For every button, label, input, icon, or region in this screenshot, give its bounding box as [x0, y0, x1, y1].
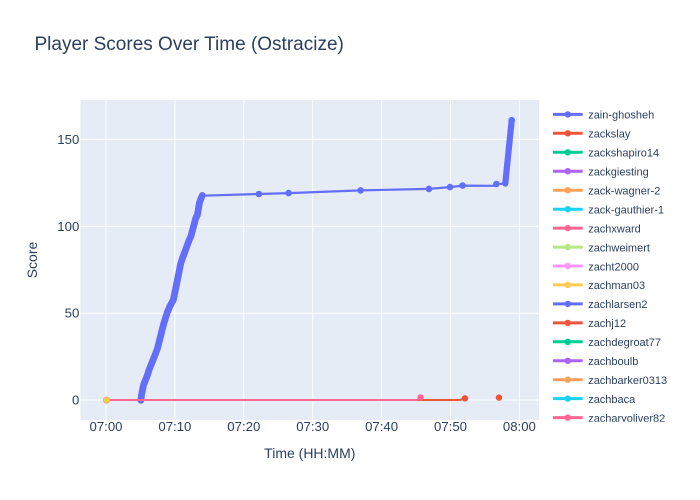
svg-text:Time (HH:MM): Time (HH:MM) [264, 445, 355, 461]
svg-text:zachbarker0313: zachbarker0313 [588, 375, 667, 387]
svg-text:zachweimert: zachweimert [588, 242, 650, 254]
svg-text:zackslay: zackslay [588, 129, 631, 141]
svg-text:zack-wagner-2: zack-wagner-2 [588, 186, 660, 198]
svg-text:50: 50 [65, 306, 80, 321]
svg-text:150: 150 [57, 132, 79, 147]
svg-text:zack-gauthier-1: zack-gauthier-1 [588, 205, 664, 217]
svg-text:07:10: 07:10 [158, 419, 191, 434]
svg-text:zachbaca: zachbaca [588, 394, 636, 406]
svg-text:07:40: 07:40 [365, 419, 398, 434]
svg-text:zachlarsen2: zachlarsen2 [588, 299, 647, 311]
svg-text:zacht2000: zacht2000 [588, 261, 639, 273]
svg-text:zachman03: zachman03 [588, 280, 645, 292]
svg-text:07:20: 07:20 [227, 419, 260, 434]
svg-text:0: 0 [72, 393, 79, 408]
svg-text:07:50: 07:50 [434, 419, 467, 434]
svg-text:07:30: 07:30 [296, 419, 329, 434]
svg-text:08:00: 08:00 [503, 419, 536, 434]
svg-text:zackgiesting: zackgiesting [588, 167, 649, 179]
svg-text:zackshapiro14: zackshapiro14 [588, 148, 659, 160]
svg-text:Score: Score [24, 242, 40, 279]
svg-text:07:00: 07:00 [89, 419, 122, 434]
svg-text:zacharyoliver82: zacharyoliver82 [588, 413, 665, 425]
svg-text:zain-ghosheh: zain-ghosheh [588, 110, 654, 122]
svg-text:zachxward: zachxward [588, 223, 641, 235]
svg-text:100: 100 [57, 219, 79, 234]
svg-text:zachj12: zachj12 [588, 318, 626, 330]
svg-text:Player Scores Over Time (Ostra: Player Scores Over Time (Ostracize) [35, 34, 344, 55]
svg-text:zachboulb: zachboulb [588, 356, 638, 368]
svg-text:zachdegroat77: zachdegroat77 [588, 337, 661, 349]
